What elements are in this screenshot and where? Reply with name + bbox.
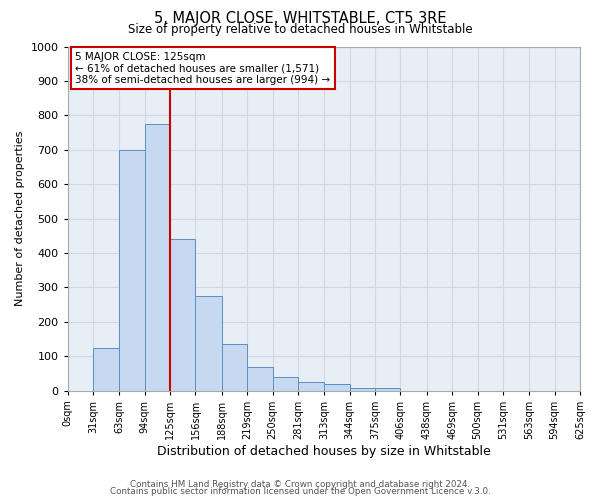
Bar <box>93 348 119 391</box>
Bar <box>196 296 222 390</box>
Bar <box>350 388 375 390</box>
Y-axis label: Number of detached properties: Number of detached properties <box>15 131 25 306</box>
Bar <box>247 367 272 390</box>
Bar <box>272 377 298 390</box>
Bar <box>145 124 170 390</box>
Text: Contains public sector information licensed under the Open Government Licence v.: Contains public sector information licen… <box>110 487 490 496</box>
Text: 5, MAJOR CLOSE, WHITSTABLE, CT5 3RE: 5, MAJOR CLOSE, WHITSTABLE, CT5 3RE <box>154 12 446 26</box>
Text: Size of property relative to detached houses in Whitstable: Size of property relative to detached ho… <box>128 22 472 36</box>
Text: 5 MAJOR CLOSE: 125sqm
← 61% of detached houses are smaller (1,571)
38% of semi-d: 5 MAJOR CLOSE: 125sqm ← 61% of detached … <box>75 52 331 85</box>
Bar <box>298 382 324 390</box>
Bar <box>375 388 400 390</box>
Bar <box>222 344 247 391</box>
Bar <box>324 384 350 390</box>
X-axis label: Distribution of detached houses by size in Whitstable: Distribution of detached houses by size … <box>157 444 491 458</box>
Bar <box>170 239 196 390</box>
Bar <box>119 150 145 390</box>
Text: Contains HM Land Registry data © Crown copyright and database right 2024.: Contains HM Land Registry data © Crown c… <box>130 480 470 489</box>
